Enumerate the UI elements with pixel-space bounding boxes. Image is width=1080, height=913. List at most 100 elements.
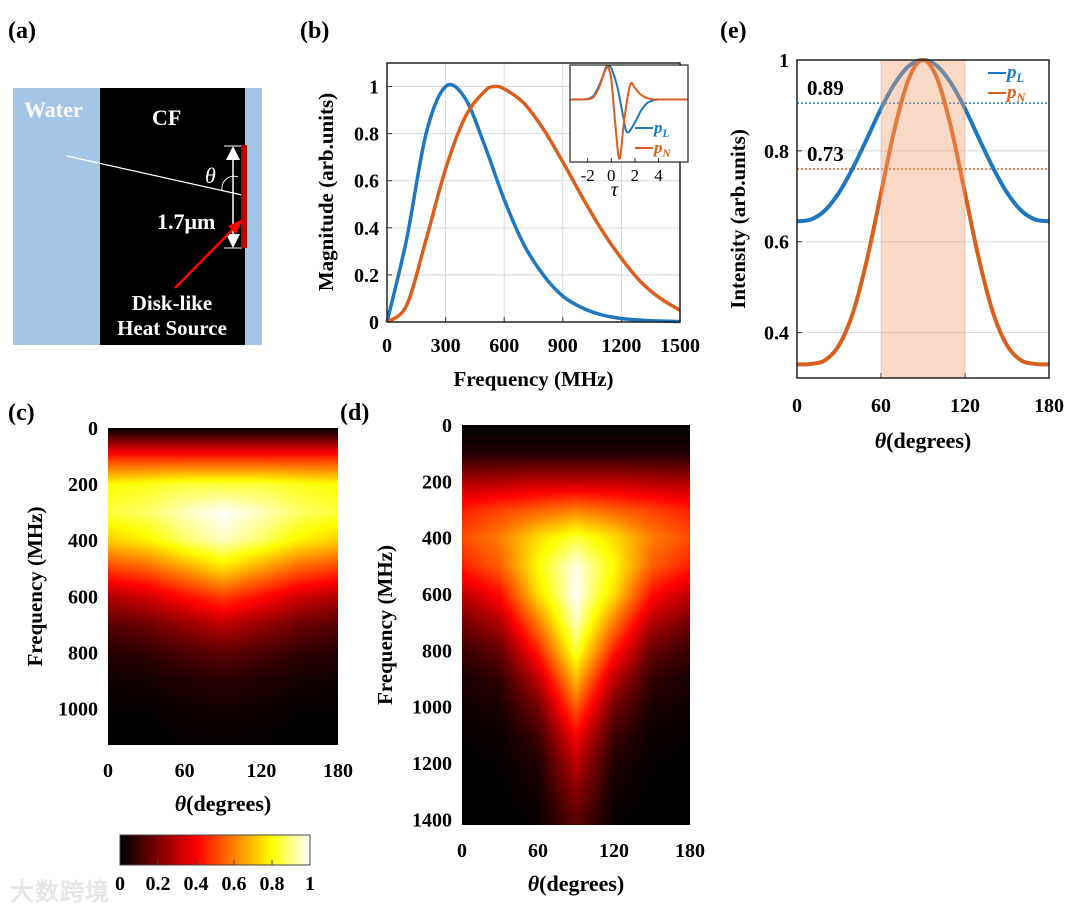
cf-label: CF bbox=[152, 105, 181, 130]
y-tick-label: 200 bbox=[422, 471, 452, 493]
x-axis-label-text: (degrees) bbox=[539, 871, 624, 896]
y-tick-label: 0.6 bbox=[354, 171, 379, 193]
y-axis-label: Intensity (arb.units) bbox=[726, 129, 750, 309]
legend-symbol: p bbox=[1005, 82, 1017, 103]
chart-d: 0 60 120 180 0 200 400 600 800 1000 1200 1400 θ(degr… bbox=[373, 415, 705, 896]
x-tick-label: 600 bbox=[489, 335, 519, 357]
x-axis-label: θ(degrees) bbox=[175, 791, 272, 816]
panel-label-c: (c) bbox=[8, 400, 35, 426]
chart-c: 0 60 120 180 0 200 400 600 800 1000 θ(degrees) Freq… bbox=[23, 418, 353, 816]
y-tick-label: 0.2 bbox=[354, 265, 379, 287]
reference-label-0: 0.89 bbox=[807, 76, 844, 100]
x-tick-label: 60 bbox=[871, 395, 891, 417]
x-tick-label: 1200 bbox=[601, 335, 641, 357]
y-tick-label: 1000 bbox=[412, 697, 452, 719]
arrow-down-icon bbox=[226, 234, 240, 248]
inset-legend-0-label: pL bbox=[652, 118, 670, 140]
reference-label-1: 0.73 bbox=[807, 142, 844, 166]
theta-symbol: θ bbox=[875, 428, 887, 453]
inset-x-axis-label: τ bbox=[611, 179, 619, 201]
legend-subscript: L bbox=[1016, 71, 1025, 85]
x-tick-label: 60 bbox=[528, 840, 548, 862]
inset-frame bbox=[569, 64, 689, 163]
x-tick-label: 900 bbox=[548, 335, 578, 357]
pointer-arrow bbox=[174, 223, 239, 289]
inset-x-tick-label: 4 bbox=[654, 166, 663, 185]
legend-symbol: p bbox=[652, 118, 663, 137]
series-p_N-line bbox=[385, 84, 681, 324]
x-tick-label: 180 bbox=[1034, 395, 1064, 417]
x-tick-label: 0 bbox=[103, 760, 113, 782]
heatmap-d-image bbox=[462, 425, 690, 825]
colorbar-tick-label: 0 bbox=[115, 873, 125, 895]
chart-e: 0 60 120 1800.40.60.810.890.73pLpNθ(degrees… bbox=[726, 50, 1064, 453]
x-axis-label-text: (degrees) bbox=[886, 428, 971, 453]
y-tick-label: 400 bbox=[422, 528, 452, 550]
x-tick-label: 120 bbox=[599, 840, 629, 862]
legend-symbol: p bbox=[652, 138, 663, 157]
y-tick-label: 600 bbox=[68, 586, 98, 608]
y-tick-label: 0.8 bbox=[354, 124, 379, 146]
water-label: Water bbox=[24, 97, 83, 122]
observation-line bbox=[66, 155, 243, 196]
cf-region bbox=[100, 88, 245, 345]
y-tick-label: 1200 bbox=[412, 753, 452, 775]
source-label-line1: Disk-like bbox=[132, 291, 213, 315]
y-tick-label: 800 bbox=[422, 640, 452, 662]
panel-label-e: (e) bbox=[720, 18, 747, 44]
x-tick-label: 0 bbox=[457, 840, 467, 862]
y-tick-label: 0.4 bbox=[764, 323, 789, 345]
y-tick-label: 600 bbox=[422, 584, 452, 606]
legend-subscript: N bbox=[1016, 91, 1027, 105]
y-tick-label: 0 bbox=[88, 418, 98, 440]
series-p_L-line bbox=[385, 82, 681, 324]
legend-1-label: pN bbox=[1005, 82, 1027, 105]
panel-label-a: (a) bbox=[8, 18, 36, 44]
y-tick-label: 1400 bbox=[412, 809, 452, 831]
x-axis-label: Frequency (MHz) bbox=[454, 367, 614, 391]
legend-subscript: L bbox=[662, 128, 670, 140]
axes-frame bbox=[796, 59, 1050, 379]
inset-x-tick-label: -2 bbox=[581, 166, 595, 185]
y-axis-label: Frequency (MHz) bbox=[373, 545, 397, 705]
panel-a-schematic: Water CF θ 1.7μm Disk-like Heat Source bbox=[13, 88, 262, 345]
x-tick-label: 120 bbox=[246, 760, 276, 782]
y-tick-label: 0.8 bbox=[764, 141, 789, 163]
x-tick-label: 0 bbox=[382, 335, 392, 357]
colorbar-frame bbox=[119, 834, 311, 866]
arrow-up-icon bbox=[226, 146, 240, 160]
colorbar-tick-label: 0.2 bbox=[146, 873, 171, 895]
y-tick-label: 400 bbox=[68, 530, 98, 552]
inset-legend-1-label: pN bbox=[652, 138, 672, 160]
colorbar-tick-label: 1 bbox=[305, 873, 315, 895]
panel-label-b: (b) bbox=[300, 18, 329, 44]
pointer-arrowhead-icon bbox=[228, 219, 243, 234]
colorbar: 0 0.2 0.4 0.6 0.8 1 bbox=[115, 834, 315, 895]
y-tick-label: 1 bbox=[369, 77, 379, 99]
panel-label-d: (d) bbox=[340, 400, 369, 426]
y-tick-label: 0 bbox=[442, 415, 452, 437]
x-axis-label: θ(degrees) bbox=[875, 428, 972, 453]
y-tick-label: 0 bbox=[369, 312, 379, 334]
y-tick-label: 0.6 bbox=[764, 232, 789, 254]
colorbar-tick-label: 0.8 bbox=[260, 873, 285, 895]
inset-x-tick-label: 0 bbox=[607, 166, 616, 185]
x-tick-label: 180 bbox=[675, 840, 705, 862]
y-tick-label: 1 bbox=[779, 50, 789, 72]
y-axis-label: Magnitude (arb.units) bbox=[314, 93, 338, 291]
theta-symbol: θ bbox=[175, 791, 187, 816]
plot-area bbox=[797, 60, 1049, 378]
watermark: 大数跨境 bbox=[10, 878, 110, 906]
inset-x-tick-label: 2 bbox=[631, 166, 640, 185]
x-tick-label: 1500 bbox=[660, 335, 700, 357]
x-axis-label: θ(degrees) bbox=[528, 871, 625, 896]
x-tick-label: 300 bbox=[431, 335, 461, 357]
x-tick-label: 0 bbox=[792, 395, 802, 417]
y-tick-label: 0.4 bbox=[354, 218, 379, 240]
colorbar-tick-label: 0.6 bbox=[222, 873, 247, 895]
theta-label: θ bbox=[205, 163, 216, 188]
x-axis-label-text: (degrees) bbox=[186, 791, 271, 816]
inset-plot-area bbox=[570, 65, 688, 162]
